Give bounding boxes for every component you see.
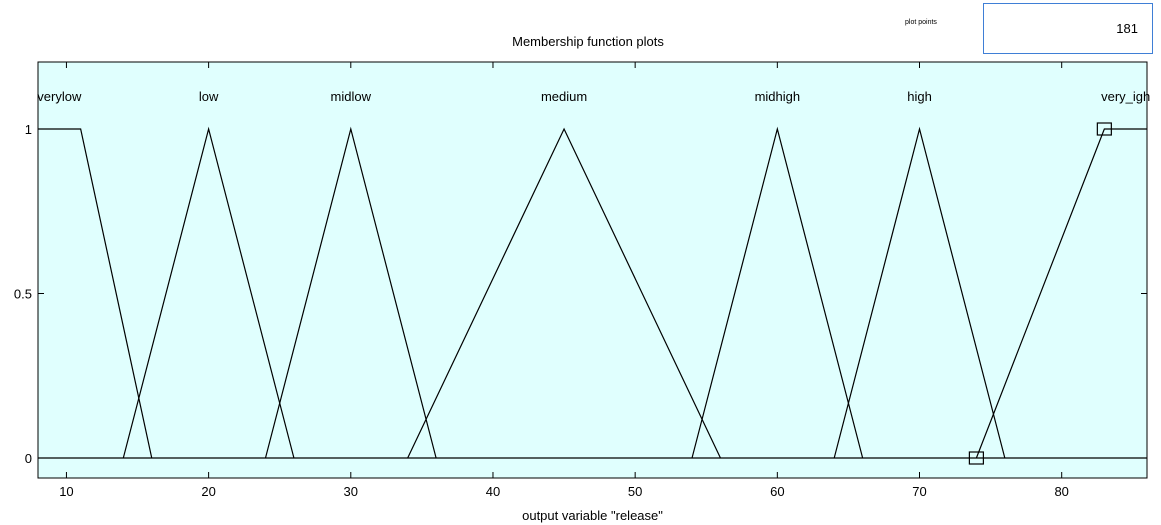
mf-line-midlow[interactable] (264, 126, 437, 459)
mf-label-medium: medium (541, 89, 587, 104)
mf-line-medium[interactable] (407, 127, 722, 459)
vertex-handle[interactable] (968, 451, 984, 465)
mf-line-high[interactable] (833, 126, 1006, 459)
x-tick-label: 30 (344, 484, 358, 499)
mf-label-verylow: verylow (37, 89, 82, 104)
mf-line-very_igh[interactable] (975, 128, 1147, 459)
x-tick-label: 60 (770, 484, 784, 499)
x-tick-label: 20 (201, 484, 215, 499)
plot-area[interactable] (37, 61, 1148, 479)
y-tick-label: 1 (25, 122, 32, 137)
x-tick-label: 40 (486, 484, 500, 499)
mf-line-midhigh[interactable] (691, 126, 864, 459)
x-tick-label: 70 (912, 484, 926, 499)
x-tick-label: 80 (1054, 484, 1068, 499)
mf-label-midhigh: midhigh (755, 89, 801, 104)
x-axis-label: output variable "release" (522, 508, 663, 523)
mf-label-low: low (199, 89, 219, 104)
x-tick-label: 10 (59, 484, 73, 499)
mf-label-high: high (907, 89, 932, 104)
y-tick-label: 0.5 (14, 287, 32, 302)
mf-label-very_igh: very_igh (1101, 89, 1150, 104)
mf-line-low[interactable] (122, 126, 295, 459)
plot-points-label: plot points (905, 19, 937, 26)
y-tick-label: 0 (25, 451, 32, 466)
plot-title: Membership function plots (512, 34, 664, 49)
plot-points-input[interactable] (983, 3, 1153, 54)
mf-line-verylow[interactable] (38, 128, 153, 459)
vertex-handle[interactable] (1096, 122, 1112, 136)
mf-label-midlow: midlow (331, 89, 372, 104)
x-tick-label: 50 (628, 484, 642, 499)
